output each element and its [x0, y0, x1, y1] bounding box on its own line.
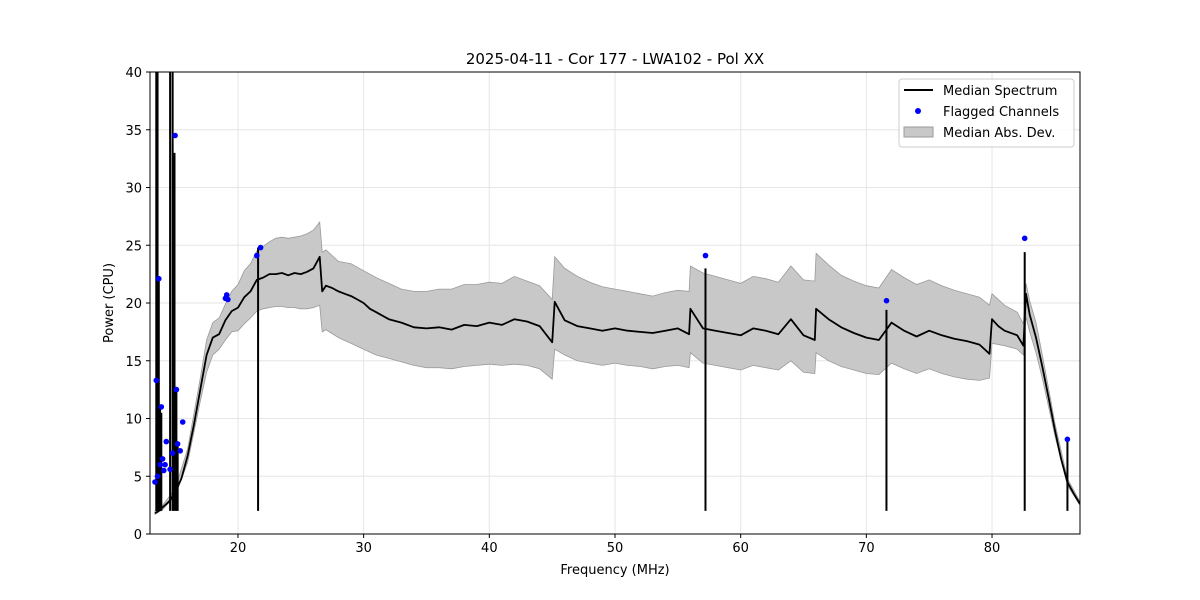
x-tick-label: 40 [481, 541, 498, 556]
flagged-channel-point [223, 292, 230, 298]
flagged-channel-point [1021, 235, 1028, 242]
legend-mad-swatch-icon [903, 126, 934, 138]
x-tick-label: 60 [732, 541, 749, 556]
tick-layer: 20 30 40 50 60 70 80 0 5 10 15 20 25 30 35 40 [125, 66, 1000, 556]
flagged-channel-point [153, 377, 160, 384]
y-tick-label: 20 [125, 297, 142, 312]
flagged-channel-point [177, 448, 183, 454]
mad-band-layer [154, 221, 1080, 516]
y-tick-label: 25 [125, 239, 142, 254]
flagged-point-layer [152, 132, 1071, 485]
flagged-channel-point [163, 438, 170, 445]
y-axis-label: Power (CPU) [102, 263, 117, 343]
legend-median-label: Median Spectrum [943, 84, 1057, 99]
flagged-channel-point [172, 132, 178, 139]
flagged-channel-point [158, 404, 165, 410]
flagged-channel-point [167, 466, 173, 473]
legend-mad-label: Median Abs. Dev. [943, 126, 1055, 141]
y-tick-label: 15 [125, 355, 142, 370]
x-tick-label: 20 [230, 541, 247, 556]
y-tick-label: 30 [125, 182, 142, 197]
flagged-channel-point [179, 419, 186, 425]
flagged-channel-point [162, 461, 168, 468]
flagged-channel-point [257, 244, 264, 251]
flagged-channel-point [883, 297, 890, 304]
chart-title: 2025-04-11 - Cor 177 - LWA102 - Pol XX [466, 50, 764, 68]
flagged-channel-point [157, 461, 163, 468]
flagged-channel-point [154, 473, 161, 480]
x-axis-label: Frequency (MHz) [560, 563, 669, 578]
flagged-channel-point [152, 479, 158, 485]
y-tick-label: 35 [125, 124, 142, 139]
flagged-channel-point [174, 441, 181, 447]
legend-flagged-marker-icon [915, 108, 921, 114]
flagged-channel-point [173, 386, 180, 393]
y-tick-label: 10 [125, 413, 142, 428]
median-line-layer [154, 72, 1080, 514]
flagged-channel-point [156, 275, 162, 282]
x-tick-label: 30 [355, 541, 372, 556]
flagged-channel-point [161, 467, 167, 474]
x-tick-label: 50 [607, 541, 624, 556]
flagged-channel-point [702, 252, 709, 259]
flagged-channel-point [253, 252, 260, 259]
flagged-channel-point [159, 456, 166, 462]
flagged-channel-point [169, 450, 176, 456]
y-tick-label: 0 [134, 528, 142, 543]
y-tick-label: 40 [125, 66, 142, 81]
y-tick-label: 5 [134, 470, 142, 485]
legend: Median Spectrum Flagged Channels Median … [898, 78, 1075, 148]
mad-band [154, 221, 1080, 516]
legend-flagged-label: Flagged Channels [943, 105, 1059, 120]
legend-frame [898, 78, 1075, 148]
x-tick-label: 70 [858, 541, 875, 556]
x-tick-label: 80 [984, 541, 1001, 556]
flagged-channel-point [1064, 436, 1071, 443]
flagged-channel-point [225, 296, 231, 303]
